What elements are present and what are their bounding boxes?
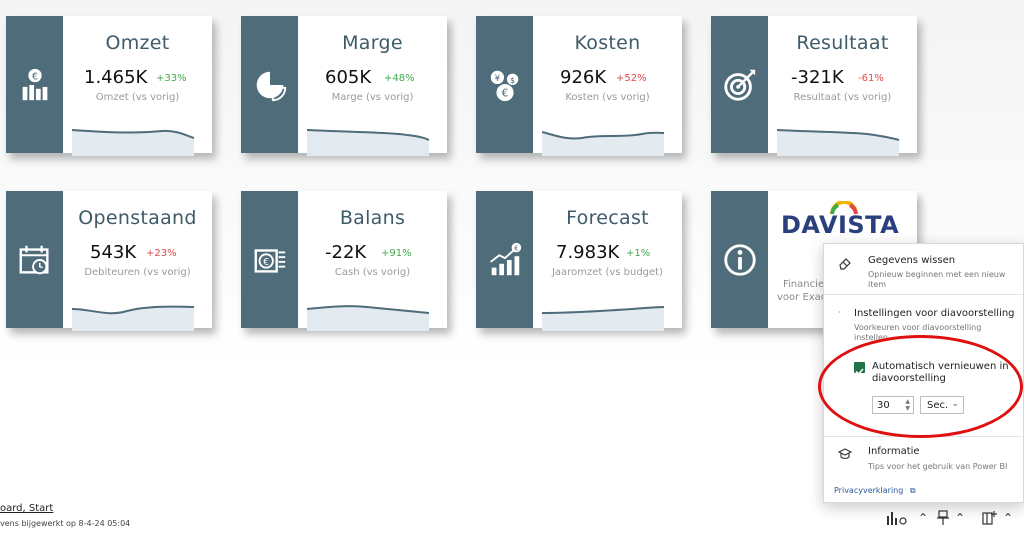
kpi-card-balans[interactable]: € Balans -22K +91% Cash (vs vorig) <box>241 191 447 331</box>
kpi-card-forecast[interactable]: € Forecast 7.983K +1% Jaaromzet (vs budg… <box>476 191 682 331</box>
info-icon <box>723 243 756 276</box>
card-value: 605K <box>325 67 372 88</box>
card-subtitle: Jaaromzet (vs budget) <box>551 267 664 278</box>
sparkline <box>542 131 665 156</box>
currency-coins-icon: ¥ $ € <box>490 70 518 101</box>
euro-bar-chart-icon: € <box>22 68 47 100</box>
svg-text:$: $ <box>510 76 515 85</box>
card-subtitle: Kosten (vs vorig) <box>565 92 650 103</box>
sparkline <box>307 129 430 156</box>
menu-item-information[interactable]: Informatie Tips voor het gebruik van Pow… <box>824 444 1023 478</box>
card-title: Kosten <box>574 32 641 54</box>
card-title: Marge <box>342 32 403 54</box>
card-subtitle: Omzet (vs vorig) <box>95 92 180 103</box>
layout-icon[interactable] <box>982 510 998 526</box>
card-subtitle: Debiteuren (vs vorig) <box>84 267 191 278</box>
card-change: +52% <box>616 73 647 84</box>
kpi-card-omzet[interactable]: € Omzet 1.465K +33% Omzet (vs vorig) <box>6 16 212 156</box>
card-title: Omzet <box>105 32 170 54</box>
chevron-up-icon[interactable]: ⌃ <box>955 511 966 525</box>
card-change: +23% <box>146 248 177 259</box>
svg-text:€: € <box>514 244 518 252</box>
card-sidebar: € <box>6 16 63 153</box>
card-title: Forecast <box>566 207 649 229</box>
svg-text:€: € <box>263 256 269 267</box>
card-change: +91% <box>381 248 412 259</box>
bullet-icon: · <box>838 308 841 317</box>
menu-item-title: Gegevens wissen <box>868 255 956 266</box>
kpi-card-openstaand[interactable]: Openstaand 543K +23% Debiteuren (vs vori… <box>6 191 212 331</box>
davista-text-line1: Financie <box>783 279 825 290</box>
card-value: -321K <box>791 67 844 88</box>
svg-text:€: € <box>31 71 37 82</box>
card-value: -22K <box>325 242 367 263</box>
card-subtitle: Cash (vs vorig) <box>334 267 411 278</box>
menu-item-title: Informatie <box>868 446 920 457</box>
pin-icon[interactable] <box>936 510 950 526</box>
pie-chart-icon <box>256 71 286 101</box>
davista-logo: DAVISTA <box>781 211 900 239</box>
calendar-clock-icon <box>19 245 49 274</box>
target-icon <box>723 69 755 101</box>
card-change: +1% <box>626 248 651 259</box>
card-value: 926K <box>560 67 607 88</box>
growth-chart-icon: € <box>489 242 521 275</box>
sparkline <box>307 305 430 331</box>
menu-divider <box>824 294 1023 295</box>
menu-item-clear-data[interactable]: Gegevens wissen Opnieuw beginnen met een… <box>824 254 1023 290</box>
card-subtitle: Resultaat (vs vorig) <box>793 92 892 103</box>
card-title: Openstaand <box>78 207 197 229</box>
card-subtitle: Marge (vs vorig) <box>331 92 414 103</box>
menu-item-title: Instellingen voor diavoorstelling <box>854 308 1015 319</box>
card-sidebar <box>711 16 768 153</box>
menu-item-desc: Voorkeuren voor diavoorstelling instelle… <box>854 323 982 342</box>
davista-text-line2: voor Exac <box>777 292 827 303</box>
card-title: Resultaat <box>796 32 889 54</box>
sparkline <box>542 306 665 331</box>
svg-text:€: € <box>501 87 508 99</box>
menu-item-desc: Opnieuw beginnen met een nieuw item <box>868 270 1006 289</box>
privacy-link-label: Privacyverklaring <box>834 486 904 495</box>
card-title: Balans <box>339 207 406 229</box>
menu-item-slideshow-settings[interactable]: · Instellingen voor diavoorstelling Voor… <box>824 304 1023 342</box>
sparkline <box>777 129 900 156</box>
sparkline <box>72 305 195 331</box>
eraser-icon <box>839 258 851 270</box>
menu-item-desc: Tips voor het gebruik van Power BI <box>868 462 1008 471</box>
card-sidebar: ¥ $ € <box>476 16 533 153</box>
external-link-icon: ⧉ <box>909 486 916 495</box>
card-value: 1.465K <box>84 67 148 88</box>
privacy-link[interactable]: Privacyverklaring ⧉ <box>834 486 916 496</box>
sparkline <box>72 129 195 156</box>
card-sidebar: € <box>476 191 533 328</box>
card-sidebar <box>241 16 298 153</box>
breadcrumb-link[interactable]: oard, Start <box>0 503 54 514</box>
kpi-card-resultaat[interactable]: Resultaat -321K -61% Resultaat (vs vorig… <box>711 16 917 156</box>
gauge-logo-icon <box>830 201 858 215</box>
card-sidebar: € <box>241 191 298 328</box>
chevron-up-icon[interactable]: ⌃ <box>918 511 929 525</box>
card-change: -61% <box>858 73 884 84</box>
last-updated-text: vens bijgewerkt op 8-4-24 05:04 <box>0 519 131 528</box>
kpi-card-kosten[interactable]: ¥ $ € Kosten 926K +52% Kosten (vs vorig) <box>476 16 682 156</box>
card-value: 7.983K <box>556 242 620 263</box>
card-value: 543K <box>90 242 137 263</box>
chevron-up-icon[interactable]: ⌃ <box>1003 511 1014 525</box>
card-sidebar <box>711 191 768 328</box>
card-change: +33% <box>156 73 187 84</box>
graduation-cap-icon <box>838 448 852 460</box>
kpi-card-marge[interactable]: Marge 605K +48% Marge (vs vorig) <box>241 16 447 156</box>
card-change: +48% <box>384 73 415 84</box>
bar-chart-icon[interactable] <box>886 510 916 526</box>
coin-stack-icon: € <box>254 248 285 273</box>
svg-text:¥: ¥ <box>494 74 500 84</box>
highlight-ellipse <box>818 335 1023 438</box>
card-sidebar <box>6 191 63 328</box>
